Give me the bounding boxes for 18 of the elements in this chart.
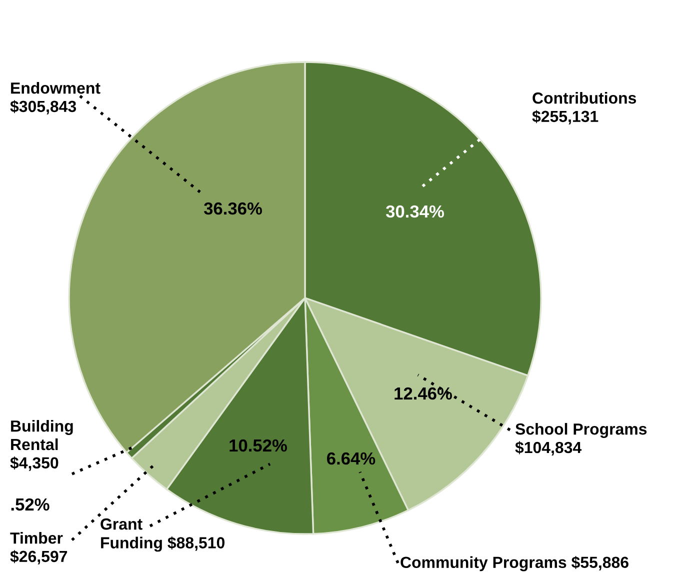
slice-label: Building Rental <box>11 420 73 450</box>
data-label: $26,597 <box>10 550 68 564</box>
slice-label: Contributions <box>532 92 636 104</box>
text: .52% <box>11 498 50 511</box>
data-label: $4,350 <box>10 456 58 471</box>
data-label: $305,843 <box>10 100 76 114</box>
data-label: $104,834 <box>515 441 582 456</box>
text: 12.46% <box>394 387 452 400</box>
slice-label: Grant Funding $88,510 <box>100 518 224 552</box>
text: 36.36% <box>204 202 262 215</box>
text: 30.34% <box>386 205 444 218</box>
slice-label: Community Programs $55,886 <box>400 556 628 572</box>
text: 10.52% <box>230 439 287 452</box>
text: 6.64% <box>327 452 376 465</box>
data-label: $255,131 <box>532 110 598 124</box>
slice-label: School Programs <box>515 423 647 438</box>
slice-label: Timber <box>10 532 63 544</box>
slice-label: Endowment <box>11 82 100 94</box>
